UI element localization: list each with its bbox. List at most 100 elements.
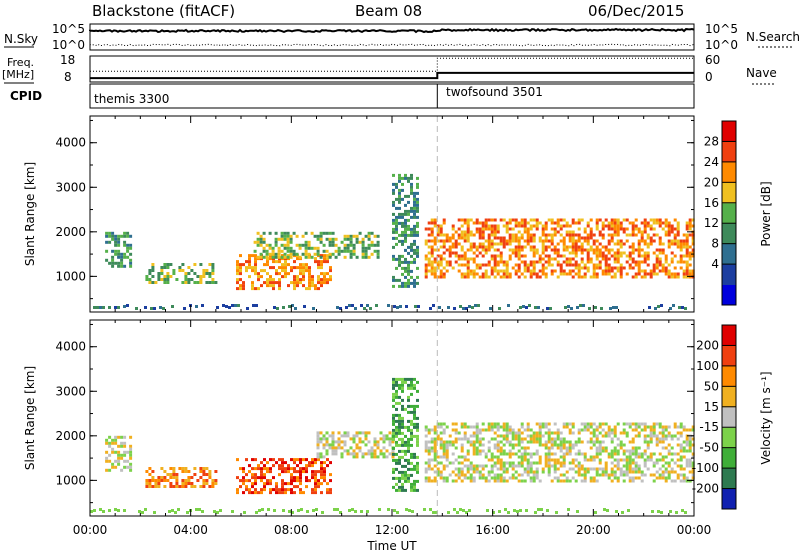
echo-cell bbox=[530, 225, 533, 228]
echo-cell bbox=[344, 443, 347, 446]
echo-cell bbox=[525, 306, 528, 309]
echo-cell bbox=[659, 270, 662, 273]
echo-cell bbox=[425, 462, 428, 465]
echo-cell bbox=[317, 455, 320, 458]
echo-cell bbox=[602, 471, 605, 474]
echo-cell bbox=[569, 444, 572, 447]
echo-cell bbox=[626, 471, 629, 474]
echo-cell bbox=[432, 304, 435, 307]
echo-cell bbox=[647, 243, 650, 246]
echo-cell bbox=[416, 468, 419, 471]
echo-cell bbox=[175, 278, 178, 281]
echo-cell bbox=[569, 429, 572, 432]
echo-cell bbox=[392, 459, 395, 462]
echo-cell bbox=[410, 432, 413, 435]
echo-cell bbox=[368, 449, 371, 452]
echo-cell bbox=[443, 243, 446, 246]
echo-cell bbox=[323, 476, 326, 479]
echo-cell bbox=[320, 235, 323, 238]
echo-cell bbox=[614, 453, 617, 456]
echo-cell bbox=[272, 287, 275, 290]
echo-cell bbox=[434, 459, 437, 462]
echo-cell bbox=[603, 508, 606, 511]
echo-cell bbox=[470, 435, 473, 438]
echo-cell bbox=[677, 465, 680, 468]
echo-cell bbox=[533, 438, 536, 441]
echo-cell bbox=[326, 254, 329, 257]
echo-cell bbox=[605, 270, 608, 273]
echo-cell bbox=[575, 249, 578, 252]
echo-cell bbox=[518, 450, 521, 453]
echo-cell bbox=[145, 482, 148, 485]
echo-cell bbox=[407, 396, 410, 399]
echo-cell bbox=[329, 269, 332, 272]
echo-cell bbox=[587, 225, 590, 228]
echo-cell bbox=[443, 276, 446, 279]
echo-cell bbox=[395, 483, 398, 486]
echo-cell bbox=[479, 231, 482, 234]
echo-cell bbox=[596, 264, 599, 267]
echo-cell bbox=[689, 273, 692, 276]
echo-cell bbox=[557, 477, 560, 480]
echo-cell bbox=[117, 244, 120, 247]
echo-cell bbox=[459, 305, 462, 308]
echo-cell bbox=[518, 438, 521, 441]
echo-cell bbox=[144, 306, 147, 309]
echo-cell bbox=[572, 462, 575, 465]
echo-cell bbox=[611, 480, 614, 483]
echo-cell bbox=[395, 186, 398, 189]
echo-cell bbox=[123, 436, 126, 439]
echo-cell bbox=[311, 488, 314, 491]
echo-cell bbox=[254, 266, 257, 269]
echo-cell bbox=[566, 426, 569, 429]
echo-cell bbox=[509, 477, 512, 480]
echo-cell bbox=[515, 432, 518, 435]
echo-cell bbox=[578, 474, 581, 477]
echo-cell bbox=[534, 511, 537, 514]
echo-cell bbox=[560, 273, 563, 276]
echo-cell bbox=[545, 249, 548, 252]
echo-cell bbox=[545, 447, 548, 450]
echo-cell bbox=[554, 234, 557, 237]
echo-cell bbox=[105, 442, 108, 445]
echo-cell bbox=[248, 464, 251, 467]
echo-cell bbox=[148, 479, 151, 482]
echo-cell bbox=[401, 477, 404, 480]
echo-cell bbox=[446, 264, 449, 267]
echo-cell bbox=[293, 287, 296, 290]
echo-cell bbox=[157, 485, 160, 488]
echo-cell bbox=[533, 249, 536, 252]
echo-cell bbox=[428, 462, 431, 465]
echo-cell bbox=[251, 482, 254, 485]
echo-cell bbox=[323, 254, 326, 257]
echo-cell bbox=[476, 447, 479, 450]
echo-cell bbox=[647, 234, 650, 237]
echo-cell bbox=[476, 438, 479, 441]
echo-cell bbox=[545, 234, 548, 237]
echo-cell bbox=[326, 238, 329, 241]
echo-cell bbox=[590, 261, 593, 264]
echo-cell bbox=[494, 477, 497, 480]
echo-cell bbox=[293, 281, 296, 284]
echo-cell bbox=[117, 253, 120, 256]
echo-cell bbox=[536, 468, 539, 471]
echo-cell bbox=[401, 408, 404, 411]
echo-cell bbox=[387, 304, 390, 307]
echo-cell bbox=[108, 262, 111, 265]
echo-cell bbox=[644, 252, 647, 255]
echo-cell bbox=[446, 450, 449, 453]
echo-cell bbox=[560, 225, 563, 228]
echo-cell bbox=[266, 482, 269, 485]
echo-cell bbox=[338, 250, 341, 253]
echo-cell bbox=[461, 480, 464, 483]
echo-cell bbox=[689, 450, 692, 453]
echo-cell bbox=[464, 258, 467, 261]
echo-cell bbox=[452, 423, 455, 426]
echo-cell bbox=[407, 264, 410, 267]
echo-cell bbox=[650, 429, 653, 432]
echo-cell bbox=[329, 461, 332, 464]
echo-cell bbox=[443, 273, 446, 276]
echo-cell bbox=[570, 307, 573, 310]
echo-cell bbox=[166, 281, 169, 284]
echo-cell bbox=[404, 285, 407, 288]
